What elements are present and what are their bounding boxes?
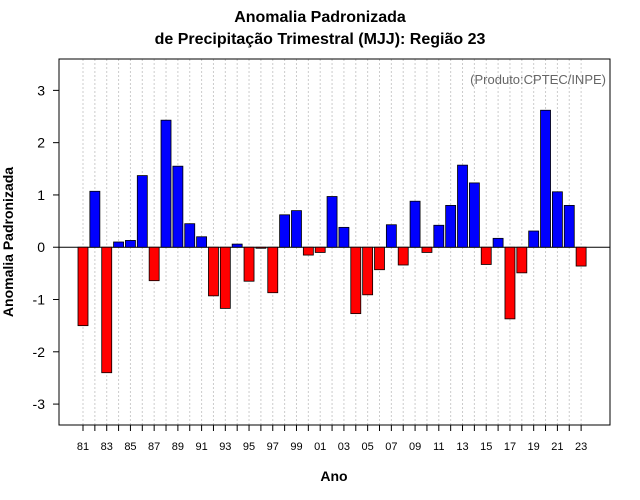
x-tick-label: 09 [409, 441, 421, 453]
x-tick-label: 07 [385, 441, 397, 453]
bar-2009 [409, 200, 421, 248]
bar-2011 [433, 224, 445, 248]
plot-frame [58, 58, 611, 426]
bar-2013 [457, 164, 468, 248]
bar-1995 [243, 246, 255, 282]
chart-subtitle: de Precipitação Trimestral (MJJ): Região… [154, 31, 486, 48]
credit-label: (Produto:CPTEC/INPE) [470, 72, 606, 87]
bar-1997 [267, 246, 279, 294]
bar-2020 [540, 109, 551, 248]
bar-1993 [219, 246, 231, 309]
x-tick-label: 99 [290, 441, 302, 453]
x-tick-label: 23 [575, 441, 587, 453]
bar-2008 [397, 246, 409, 266]
bar-2006 [374, 246, 385, 271]
bar-1983 [101, 246, 113, 374]
bar-2010 [421, 246, 433, 253]
bar-2014 [468, 182, 480, 248]
bar-1992 [208, 246, 219, 297]
x-tick-label: 19 [528, 441, 540, 453]
x-tick-label: 01 [314, 441, 326, 453]
bar-1998 [279, 214, 291, 248]
bar-1982 [89, 190, 101, 248]
x-tick-label: 89 [172, 441, 184, 453]
bar-1990 [184, 223, 196, 248]
x-tick-label: 95 [243, 441, 255, 453]
bar-2002 [326, 196, 338, 248]
x-tick-label: 05 [362, 441, 374, 453]
bar-1988 [160, 119, 172, 248]
y-tick-label: -3 [33, 396, 46, 412]
bar-2022 [563, 204, 575, 248]
bar-2007 [385, 224, 397, 248]
x-tick-label: 17 [504, 441, 516, 453]
bar-2000 [302, 246, 314, 256]
y-tick-label: -2 [33, 344, 46, 360]
y-tick-label: 2 [37, 135, 45, 151]
bar-1987 [148, 246, 160, 282]
x-tick-label: 21 [551, 441, 563, 453]
bar-1984 [113, 241, 124, 248]
x-tick-label: 83 [101, 441, 113, 453]
bar-1985 [125, 240, 136, 248]
y-tick-label: 1 [37, 187, 45, 203]
x-tick-label: 87 [148, 441, 160, 453]
x-tick-label: 81 [77, 441, 89, 453]
bar-2015 [480, 246, 492, 265]
y-axis: -3 -2 -1 0 1 2 3 [33, 82, 59, 412]
bar-2017 [504, 246, 516, 320]
x-tick-label: 15 [480, 441, 492, 453]
bar-2012 [445, 204, 457, 248]
bar-1989 [172, 165, 184, 248]
x-tick-label: 03 [338, 441, 350, 453]
bar-2023 [575, 246, 587, 267]
x-axis: 81 83 85 87 89 91 93 95 97 99 01 03 05 07 09 11 13 15 17 19… [77, 425, 587, 453]
bar-2016 [492, 237, 504, 248]
x-tick-label: 13 [456, 441, 468, 453]
bar-1999 [291, 210, 302, 248]
y-tick-label: 3 [37, 82, 45, 98]
y-tick-label: 0 [37, 239, 45, 255]
bar-1981 [77, 246, 89, 327]
x-tick-label: 85 [124, 441, 136, 453]
bar-2004 [350, 246, 362, 315]
x-tick-label: 97 [267, 441, 279, 453]
chart-title: Anomalia Padronizada [234, 9, 406, 26]
bar-1994 [231, 243, 243, 248]
bar-2003 [338, 226, 350, 248]
bar-2005 [362, 246, 374, 296]
bars [77, 109, 587, 374]
bar-2001 [314, 246, 326, 253]
bar-2019 [528, 230, 540, 248]
bar-2021 [552, 191, 563, 248]
y-tick-label: -1 [33, 292, 46, 308]
bar-1991 [196, 236, 208, 248]
y-axis-label: Anomalia Padronizada [0, 167, 16, 317]
bar-1986 [136, 175, 148, 248]
x-tick-label: 91 [195, 441, 207, 453]
x-tick-label: 11 [433, 441, 444, 453]
x-axis-label: Ano [320, 468, 347, 484]
bar-1996 [255, 246, 267, 249]
x-tick-label: 93 [219, 441, 231, 453]
bar-2018 [516, 246, 528, 274]
